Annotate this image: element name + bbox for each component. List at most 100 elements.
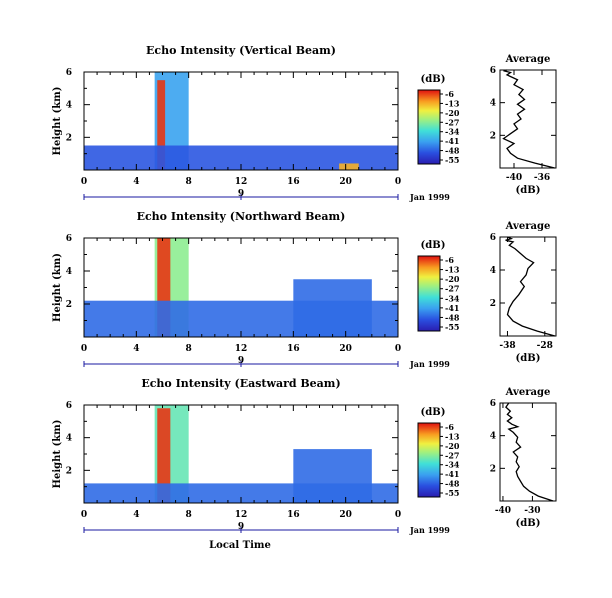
y-tick-label: 4 xyxy=(490,432,496,442)
average-profile-line xyxy=(505,402,554,502)
colorbar-tick-label: -55 xyxy=(445,488,459,498)
day-tick-label: 9 xyxy=(238,356,244,366)
y-tick-label: 6 xyxy=(66,401,72,411)
average-frame xyxy=(499,402,557,502)
colorbar-tick-label: -13 xyxy=(445,98,460,108)
y-tick-label: 6 xyxy=(490,233,496,243)
colorbar: (dB) -6-13-20-27-34-41-48-55 xyxy=(417,240,460,332)
x-tick-label: 20 xyxy=(339,344,352,354)
average-profile-panel: Average 2 4 6 -38 -28 (dB) xyxy=(490,221,557,364)
colorbar: (dB) -6-13-20-27-34-41-48-55 xyxy=(417,407,460,498)
colorbar-tick-label: -20 xyxy=(445,274,460,284)
colorbar-tick-label: -13 xyxy=(445,265,460,275)
colorbar-unit: (dB) xyxy=(421,240,446,251)
y-tick-label: 4 xyxy=(66,267,72,277)
colorbar-tick-label: -41 xyxy=(445,303,459,313)
y-tick-label: 2 xyxy=(490,464,496,474)
colorbar-tick-label: -41 xyxy=(445,469,459,479)
average-title: Average xyxy=(505,54,551,65)
x-tick-label: 12 xyxy=(235,344,248,354)
echo-region xyxy=(157,408,171,503)
x-tick-label: 0 xyxy=(395,177,401,187)
y-tick-label: 2 xyxy=(490,299,496,309)
average-profile-panel: Average 2 4 6 -40 -36 (dB) xyxy=(490,54,557,196)
colorbar-tick-label: -6 xyxy=(445,89,454,99)
day-tick-label: 9 xyxy=(238,522,244,532)
x-tick-label: -30 xyxy=(524,506,540,516)
y-tick-label: 6 xyxy=(66,68,72,78)
panel-title: Echo Intensity (Eastward Beam) xyxy=(141,377,340,390)
x-tick-label: 8 xyxy=(186,344,192,354)
y-tick-label: 6 xyxy=(490,399,496,409)
average-frame xyxy=(499,236,557,337)
x-tick-label: 16 xyxy=(287,177,300,187)
x-tick-label: 12 xyxy=(235,510,248,520)
x-tick-label: 12 xyxy=(235,177,248,187)
xlabel-local-time: Local Time xyxy=(209,540,271,551)
y-tick-label: 4 xyxy=(490,99,496,109)
colorbar-tick-label: -55 xyxy=(445,155,459,165)
echo-region xyxy=(293,449,372,503)
colorbar-tick-label: -20 xyxy=(445,108,460,118)
day-tick-label: 9 xyxy=(238,189,244,199)
echo-region xyxy=(293,279,372,337)
echo-region xyxy=(339,163,359,170)
y-tick-label: 4 xyxy=(66,434,72,444)
x-tick-label: 0 xyxy=(81,344,87,354)
x-tick-label: -38 xyxy=(499,341,515,351)
x-tick-label: -36 xyxy=(534,173,550,183)
x-tick-label: 8 xyxy=(186,510,192,520)
colorbar-gradient xyxy=(417,422,441,498)
average-profile-line xyxy=(502,69,555,169)
average-title: Average xyxy=(505,387,551,398)
colorbar-tick-label: -48 xyxy=(445,146,460,156)
echo-region xyxy=(157,80,166,170)
y-tick-label: 2 xyxy=(490,131,496,141)
colorbar-tick-label: -34 xyxy=(445,127,460,137)
y-tick-label: 6 xyxy=(66,234,72,244)
colorbar-tick-label: -48 xyxy=(445,312,460,322)
colorbar-tick-label: -55 xyxy=(445,322,459,332)
x-tick-label: 0 xyxy=(395,510,401,520)
colorbar-gradient xyxy=(417,255,441,332)
colorbar-tick-label: -34 xyxy=(445,460,460,470)
x-tick-label: -40 xyxy=(495,506,511,516)
x-tick-label: 16 xyxy=(287,344,300,354)
x-tick-label: 16 xyxy=(287,510,300,520)
colorbar-tick-label: -27 xyxy=(445,450,459,460)
colorbar-tick-label: -27 xyxy=(445,284,459,294)
x-tick-label: 4 xyxy=(133,510,139,520)
average-xlabel: (dB) xyxy=(516,518,541,529)
average-xlabel: (dB) xyxy=(516,353,541,364)
average-frame xyxy=(499,69,557,169)
colorbar-unit: (dB) xyxy=(421,407,446,418)
average-profile-line xyxy=(505,236,556,337)
heatmap-panel: Echo Intensity (Northward Beam) Height (k… xyxy=(52,210,450,369)
y-tick-label: 6 xyxy=(490,66,496,76)
y-tick-label: 4 xyxy=(490,266,496,276)
colorbar-tick-label: -13 xyxy=(445,431,460,441)
colorbar-tick-label: -20 xyxy=(445,441,460,451)
x-tick-label: 20 xyxy=(339,510,352,520)
x-tick-label: 8 xyxy=(186,177,192,187)
y-tick-label: 2 xyxy=(66,300,72,310)
x-tick-label: -40 xyxy=(506,173,522,183)
y-tick-label: 2 xyxy=(66,466,72,476)
y-tick-label: 2 xyxy=(66,133,72,143)
y-axis-label: Height (km) xyxy=(52,253,63,322)
colorbar-unit: (dB) xyxy=(421,74,446,85)
y-axis-label: Height (km) xyxy=(52,420,63,489)
average-xlabel: (dB) xyxy=(516,185,541,196)
colorbar: (dB) -6-13-20-27-34-41-48-55 xyxy=(417,74,460,165)
panel-title: Echo Intensity (Northward Beam) xyxy=(137,210,346,223)
x-tick-label: 0 xyxy=(81,177,87,187)
x-tick-label: 4 xyxy=(133,177,139,187)
colorbar-tick-label: -34 xyxy=(445,293,460,303)
colorbar-tick-label: -6 xyxy=(445,422,454,432)
x-tick-label: 0 xyxy=(395,344,401,354)
y-axis-label: Height (km) xyxy=(52,87,63,156)
x-tick-label: 20 xyxy=(339,177,352,187)
date-label: Jan 1999 xyxy=(409,192,450,202)
colorbar-tick-label: -41 xyxy=(445,136,459,146)
x-tick-label: -28 xyxy=(537,341,553,351)
